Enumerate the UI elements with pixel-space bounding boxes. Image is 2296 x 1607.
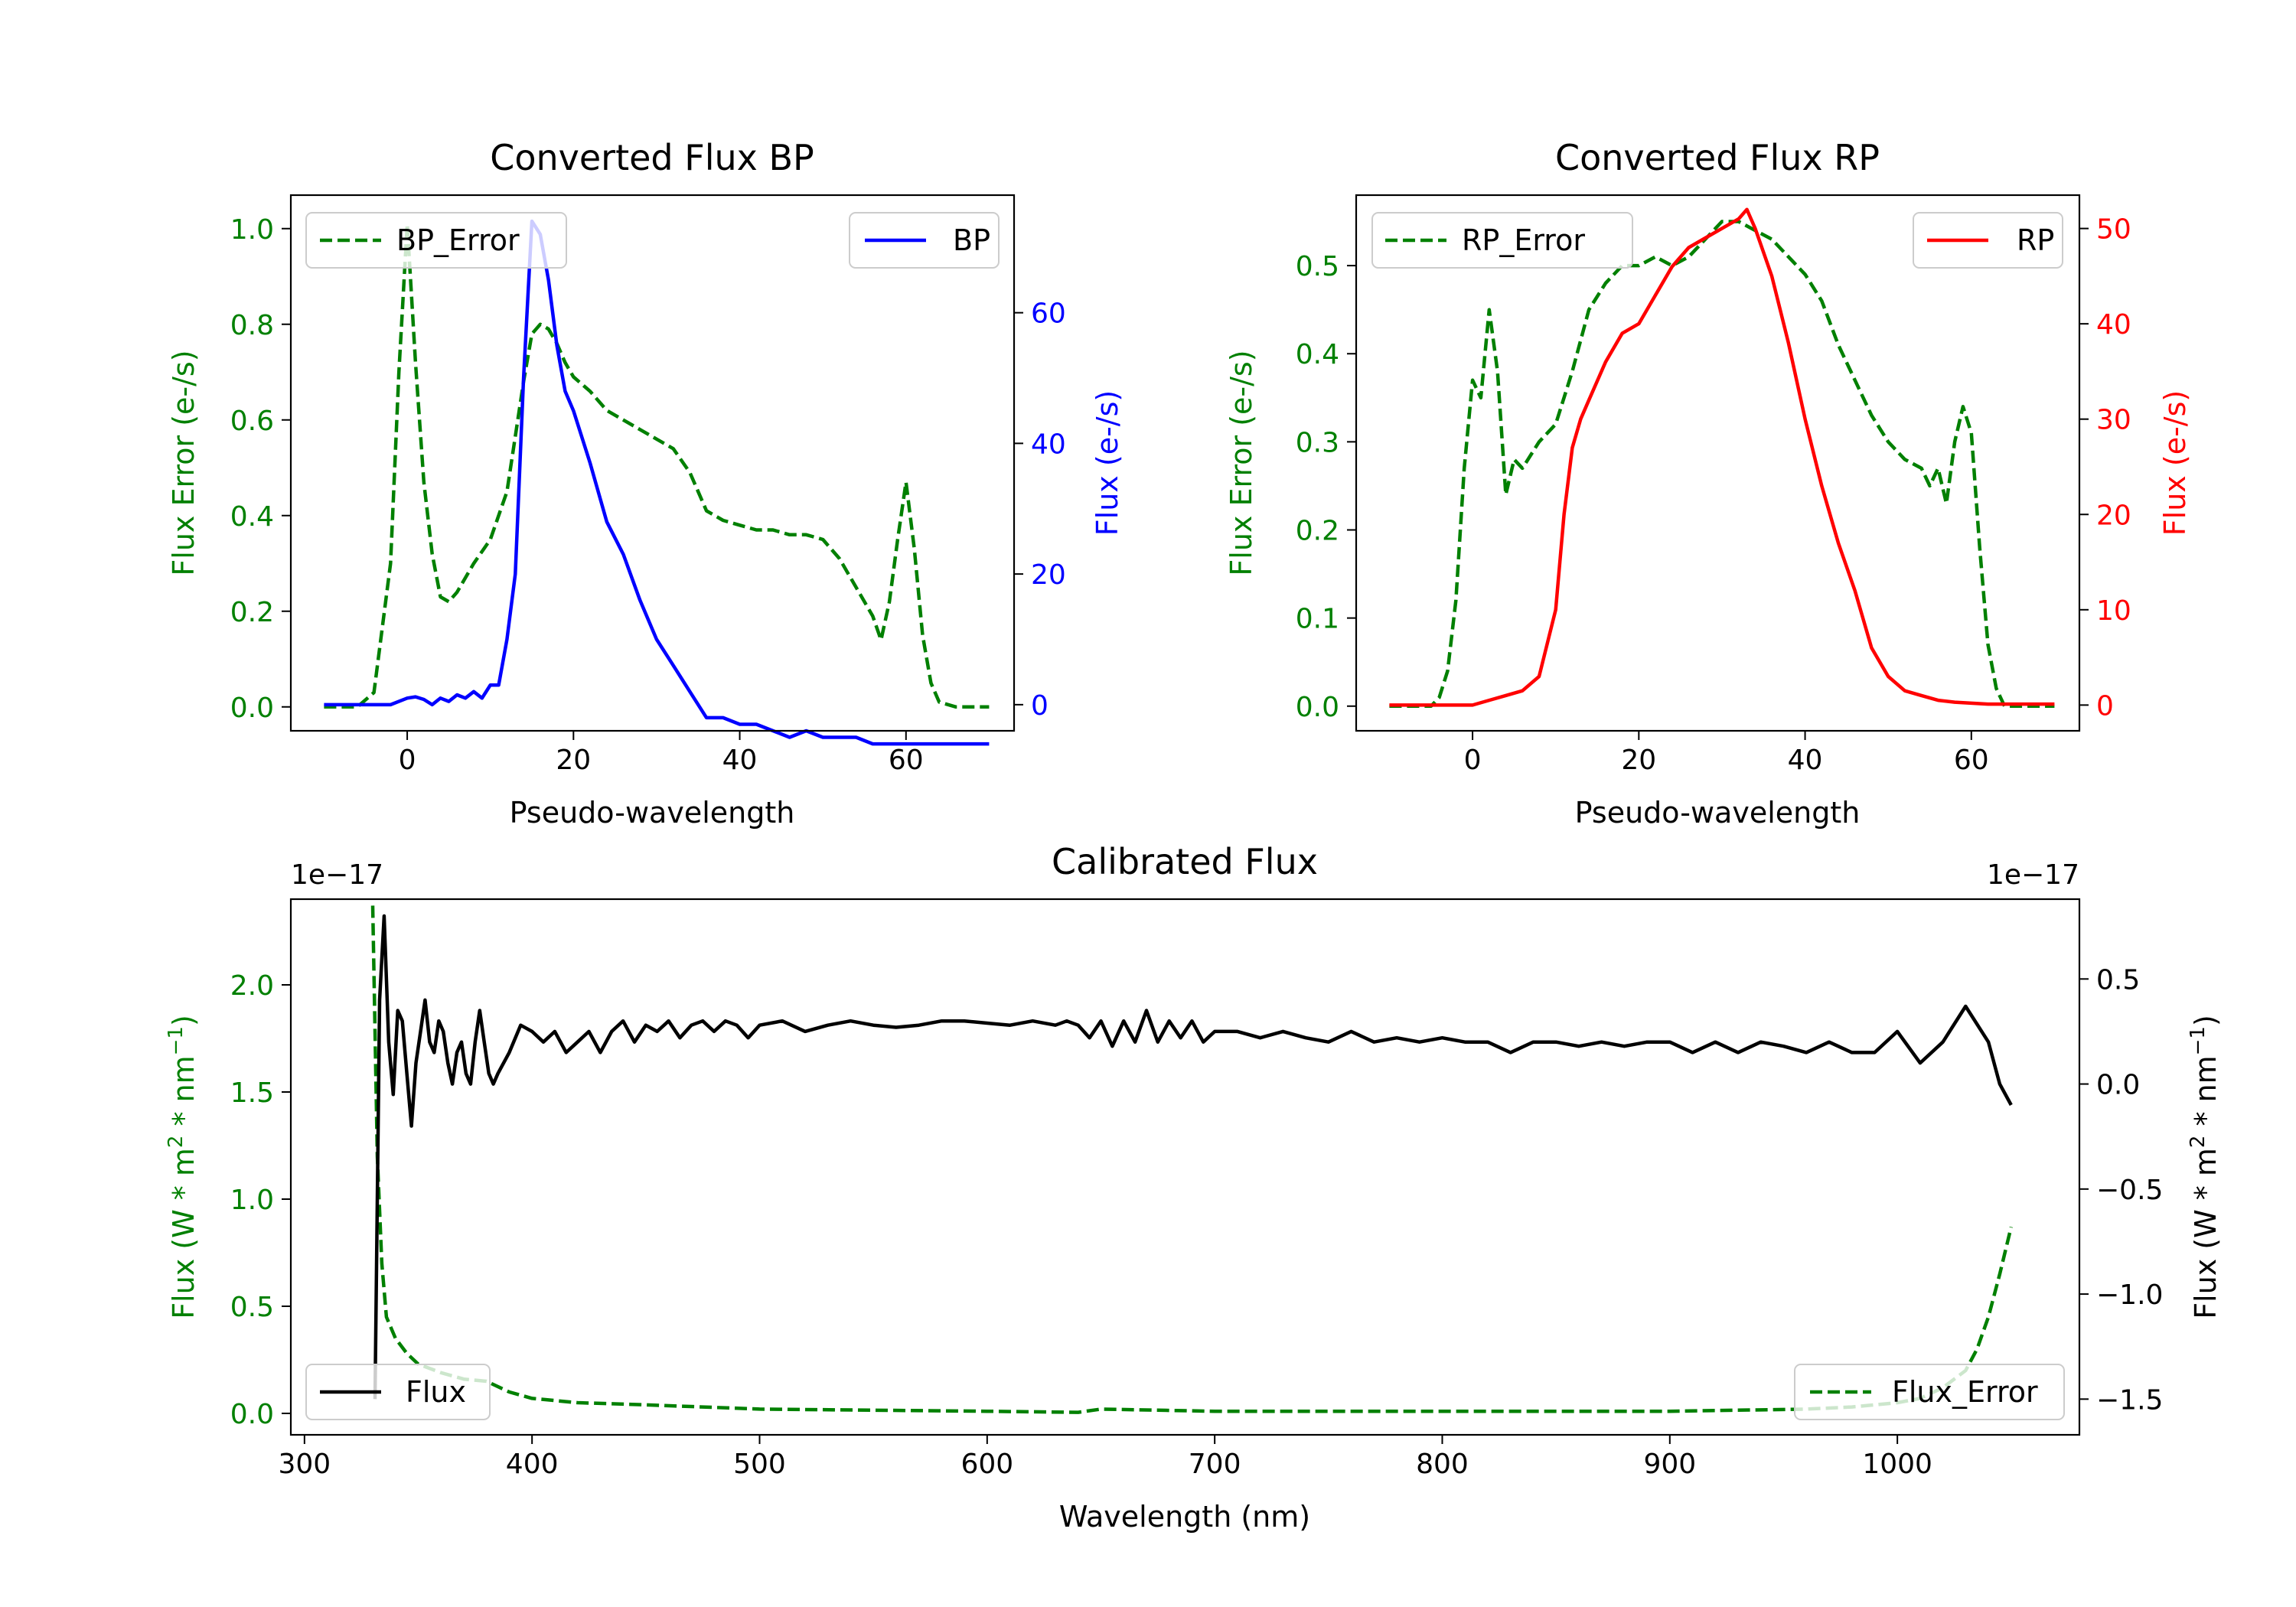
- legend-label-rp-error: RP_Error: [1462, 223, 1585, 257]
- x-tick-label: 40: [722, 745, 758, 776]
- x-tick-label: 40: [1788, 745, 1823, 776]
- chart-bp-plot-area: [324, 219, 990, 746]
- legend-box: [305, 212, 567, 269]
- chart-bp-ylabel-right: Flux (e-/s): [1091, 390, 1124, 536]
- x-tick-label: 1000: [1862, 1449, 1932, 1480]
- chart-calibrated-ylabel-right: Flux (W * m2 * nm−1): [2187, 1015, 2223, 1319]
- y-left-tick-label: 0.5: [230, 1292, 274, 1323]
- series-line-rp: [1389, 207, 2055, 707]
- chart-rp-legend-flux: RP: [1913, 212, 2063, 269]
- x-tick-label: 800: [1416, 1449, 1469, 1480]
- chart-calibrated-ticks: 300 400 500 600 700 800 900 1000 0.0 0.5 1.0 1.5 2.0…: [230, 964, 2164, 1480]
- x-tick-label: 900: [1643, 1449, 1696, 1480]
- series-line-flux: [373, 914, 2013, 1400]
- y-left-tick-label: 0.3: [1296, 427, 1339, 458]
- y-left-tick-label: 0.8: [230, 310, 274, 341]
- y-right-tick-label: −0.5: [2096, 1175, 2163, 1206]
- x-tick-label: 0: [399, 745, 416, 776]
- chart-rp-title: Converted Flux RP: [1555, 137, 1880, 178]
- chart-bp: Converted Flux BP 0 20 40 60 0.0 0.2 0.4 0.6 0.8…: [167, 137, 1124, 830]
- chart-rp: Converted Flux RP 0 20 40 60 0.0 0.1 0.2 0.3 0.4…: [1225, 137, 2192, 830]
- chart-calibrated-offset-left: 1e−17: [291, 859, 383, 891]
- series-line-bp: [324, 219, 990, 746]
- chart-calibrated-title: Calibrated Flux: [1052, 841, 1318, 882]
- y-left-tick-label: 1.0: [230, 1185, 274, 1216]
- y-right-tick-label: 0.5: [2096, 964, 2140, 996]
- chart-calibrated-frame: [289, 898, 2081, 1436]
- y-right-tick-label: 60: [1031, 298, 1066, 330]
- y-left-tick-label: 0.1: [1296, 604, 1339, 635]
- chart-calibrated-xlabel: Wavelength (nm): [1059, 1500, 1310, 1534]
- series-line-bp-error: [324, 222, 990, 709]
- y-left-tick-label: 0.4: [230, 501, 274, 533]
- chart-rp-ylabel-left: Flux Error (e-/s): [1225, 350, 1258, 575]
- y-right-tick-label: 40: [2096, 309, 2131, 341]
- chart-rp-plot-area: [1389, 207, 2055, 709]
- x-tick-label: 60: [889, 745, 924, 776]
- chart-rp-legend-error: RP_Error: [1371, 212, 1633, 269]
- x-tick-label: 400: [506, 1449, 559, 1480]
- chart-bp-title: Converted Flux BP: [490, 137, 814, 178]
- x-tick-label: 20: [1621, 745, 1656, 776]
- y-left-tick-label: 0.0: [230, 1399, 274, 1430]
- x-tick-label: 500: [733, 1449, 786, 1480]
- y-right-tick-label: 20: [1031, 559, 1066, 591]
- y-left-tick-label: 0.0: [1296, 692, 1339, 723]
- y-right-tick-label: 0: [2096, 690, 2114, 722]
- y-right-tick-label: 20: [2096, 500, 2131, 531]
- legend-box: [1371, 212, 1633, 269]
- legend-box: [1794, 1364, 2065, 1420]
- chart-bp-legend-error: BP_Error: [305, 212, 567, 269]
- chart-bp-frame: [289, 194, 1016, 732]
- y-right-tick-label: 40: [1031, 429, 1066, 460]
- legend-label-flux-error: Flux_Error: [1892, 1375, 2038, 1409]
- x-tick-label: 0: [1464, 745, 1482, 776]
- chart-calibrated: Calibrated Flux 300 400 500 600 700 800 900 100…: [165, 841, 2223, 1534]
- series-line-flux-error: [370, 905, 2013, 1414]
- chart-bp-ylabel-left: Flux Error (e-/s): [167, 350, 201, 575]
- chart-bp-legend-flux: BP: [849, 212, 1000, 269]
- chart-calibrated-ylabel-left: Flux (W * m2 * nm−1): [165, 1015, 201, 1319]
- y-left-tick-label: 0.6: [230, 406, 274, 437]
- legend-label-bp-error: BP_Error: [396, 223, 520, 257]
- x-tick-label: 60: [1954, 745, 1989, 776]
- chart-calibrated-legend-flux: Flux: [305, 1364, 491, 1420]
- y-left-tick-label: 0.4: [1296, 339, 1339, 370]
- chart-rp-ylabel-right: Flux (e-/s): [2158, 390, 2192, 536]
- chart-bp-xlabel: Pseudo-wavelength: [510, 796, 795, 830]
- chart-rp-xlabel: Pseudo-wavelength: [1575, 796, 1861, 830]
- chart-calibrated-plot-area: [370, 905, 2013, 1414]
- chart-rp-ticks: 0 20 40 60 0.0 0.1 0.2 0.3 0.4 0.5 0 10 20 30 40 50: [1296, 214, 2131, 776]
- y-right-tick-label: 10: [2096, 595, 2131, 627]
- y-left-tick-label: 0.2: [1296, 516, 1339, 547]
- legend-label-bp: BP: [953, 223, 990, 257]
- chart-calibrated-offset-right: 1e−17: [1987, 859, 2079, 891]
- y-left-tick-label: 1.0: [230, 214, 274, 246]
- y-left-tick-label: 0.0: [230, 693, 274, 724]
- legend-label-rp: RP: [2017, 223, 2054, 257]
- y-right-tick-label: 0: [1031, 690, 1049, 722]
- chart-calibrated-legend-error: Flux_Error: [1794, 1364, 2065, 1420]
- x-tick-label: 300: [278, 1449, 331, 1480]
- x-tick-label: 600: [960, 1449, 1013, 1480]
- y-left-tick-label: 2.0: [230, 970, 274, 1002]
- y-left-tick-label: 1.5: [230, 1077, 274, 1109]
- x-tick-label: 700: [1189, 1449, 1241, 1480]
- legend-box: [305, 1364, 491, 1420]
- y-right-tick-label: 0.0: [2096, 1070, 2140, 1101]
- y-left-tick-label: 0.5: [1296, 251, 1339, 282]
- y-right-tick-label: 30: [2096, 405, 2131, 436]
- y-left-tick-label: 0.2: [230, 597, 274, 628]
- y-right-tick-label: 50: [2096, 214, 2131, 246]
- y-right-tick-label: −1.5: [2096, 1384, 2163, 1416]
- x-tick-label: 20: [556, 745, 591, 776]
- chart-bp-ticks: 0 20 40 60 0.0 0.2 0.4 0.6 0.8 1.0 0 20 40 60: [230, 214, 1066, 776]
- chart-rp-frame: [1355, 194, 2081, 732]
- y-right-tick-label: −1.0: [2096, 1279, 2163, 1311]
- series-line-rp-error: [1389, 220, 2055, 709]
- legend-label-flux: Flux: [406, 1375, 466, 1409]
